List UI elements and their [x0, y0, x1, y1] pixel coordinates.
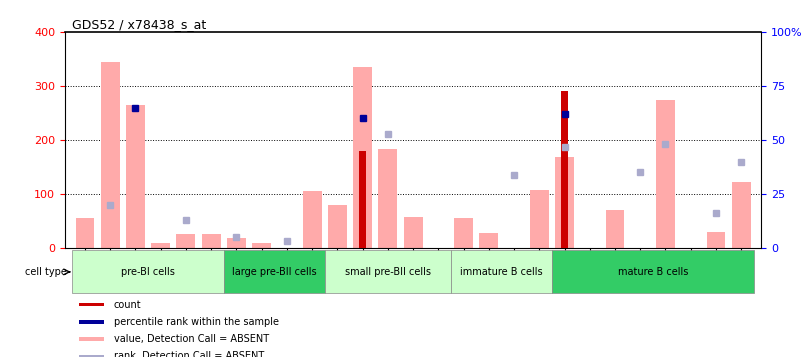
Bar — [252, 242, 271, 248]
Bar — [552, 250, 754, 293]
Text: small pre-BII cells: small pre-BII cells — [345, 267, 431, 277]
Bar — [378, 149, 398, 248]
Bar — [79, 355, 104, 357]
Bar — [656, 100, 675, 248]
Bar — [360, 151, 366, 248]
Bar — [202, 235, 220, 248]
Text: cell type: cell type — [25, 267, 66, 277]
Text: rank, Detection Call = ABSENT: rank, Detection Call = ABSENT — [113, 351, 264, 357]
Text: GDS52 / x78438_s_at: GDS52 / x78438_s_at — [72, 18, 206, 31]
Text: immature B cells: immature B cells — [460, 267, 543, 277]
Bar — [100, 62, 120, 248]
Bar — [72, 250, 224, 293]
Text: value, Detection Call = ABSENT: value, Detection Call = ABSENT — [113, 334, 269, 344]
Bar — [561, 91, 568, 248]
Bar — [530, 190, 548, 248]
Bar — [151, 242, 170, 248]
Bar — [325, 250, 451, 293]
Bar — [555, 157, 574, 248]
Bar — [79, 303, 104, 306]
Bar — [224, 250, 325, 293]
Text: mature B cells: mature B cells — [618, 267, 688, 277]
Text: pre-BI cells: pre-BI cells — [122, 267, 175, 277]
Bar — [75, 218, 95, 248]
Bar — [731, 182, 751, 248]
Bar — [328, 205, 347, 248]
Bar — [403, 217, 423, 248]
Bar — [227, 238, 246, 248]
Bar — [353, 67, 372, 248]
Bar — [126, 105, 145, 248]
Text: count: count — [113, 300, 141, 310]
Bar — [451, 250, 552, 293]
Bar — [454, 218, 473, 248]
Bar — [480, 233, 498, 248]
Bar — [303, 191, 322, 248]
Bar — [79, 337, 104, 341]
Bar — [706, 232, 726, 248]
Text: percentile rank within the sample: percentile rank within the sample — [113, 317, 279, 327]
Bar — [79, 320, 104, 323]
Bar — [606, 210, 625, 248]
Bar — [177, 235, 195, 248]
Text: large pre-BII cells: large pre-BII cells — [232, 267, 317, 277]
